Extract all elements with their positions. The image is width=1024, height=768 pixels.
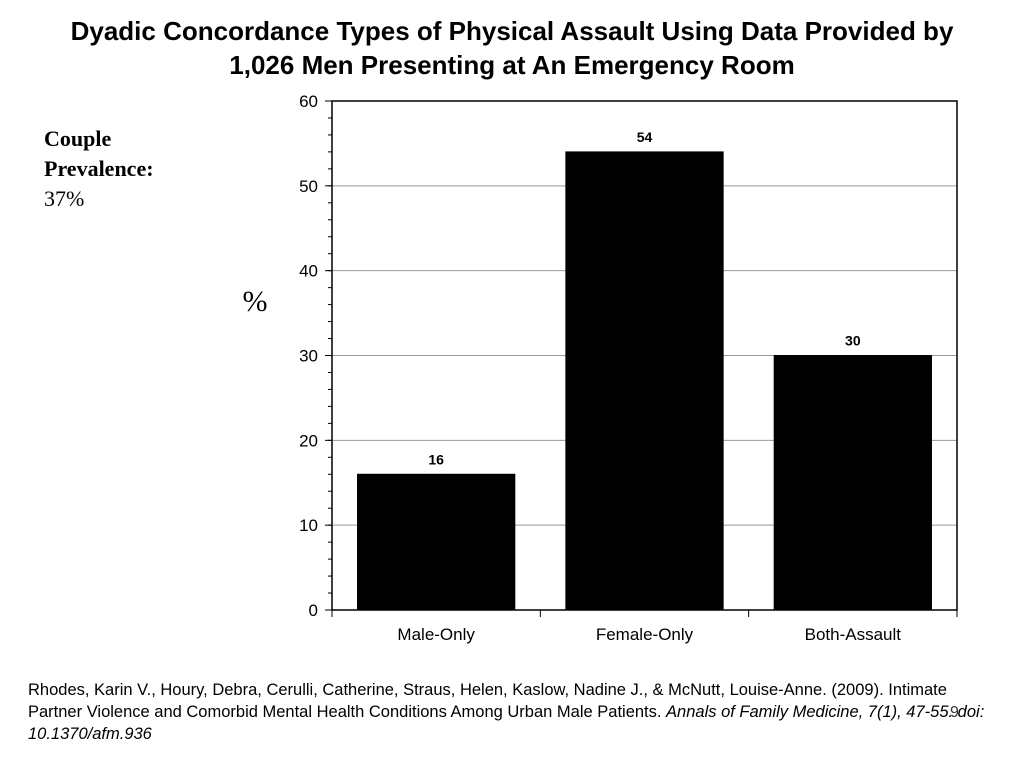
slide-number: 9 (950, 704, 959, 721)
y-tick-label-2: 20 (299, 431, 318, 450)
prevalence-label-line-1: Couple (44, 126, 112, 151)
prevalence-label-line-2: Prevalence: (44, 156, 154, 181)
chart-title: Dyadic Concordance Types of Physical Ass… (0, 14, 1024, 82)
data-label-1: 54 (637, 129, 653, 145)
citation: Rhodes, Karin V., Houry, Debra, Cerulli,… (28, 679, 1003, 745)
bar-female-only (565, 151, 724, 611)
y-tick-label-4: 40 (299, 262, 318, 281)
bar-both-assault (773, 355, 932, 611)
x-tick-label-2: Both-Assault (805, 625, 902, 644)
citation-authors: Rhodes, Karin V., Houry, Debra, Cerulli,… (28, 681, 947, 721)
data-label-2: 30 (845, 333, 861, 349)
citation-journal: Annals of Family Medicine, 7(1), 47-55. … (28, 703, 985, 743)
plot-frame (331, 100, 958, 611)
x-tick-label-0: Male-Only (397, 625, 475, 644)
y-tick-label-5: 50 (299, 177, 318, 196)
bar-male-only (357, 473, 516, 611)
y-tick-label-6: 60 (299, 92, 318, 111)
couple-prevalence: Couple Prevalence: 37% (44, 124, 154, 214)
y-tick-label-1: 10 (299, 516, 318, 535)
title-line-1: Dyadic Concordance Types of Physical Ass… (70, 16, 954, 46)
y-tick-label-0: 0 (309, 601, 318, 620)
x-tick-label-1: Female-Only (596, 625, 694, 644)
prevalence-value: 37% (44, 186, 85, 211)
data-label-0: 16 (428, 451, 444, 467)
y-axis-label: % (243, 285, 268, 318)
title-line-2: 1,026 Men Presenting at An Emergency Roo… (229, 50, 795, 80)
bar-chart: 0 10 20 30 40 50 60% 16 Male-Only 54 Female-Only 30… (243, 92, 958, 644)
y-tick-label-3: 30 (299, 347, 318, 366)
